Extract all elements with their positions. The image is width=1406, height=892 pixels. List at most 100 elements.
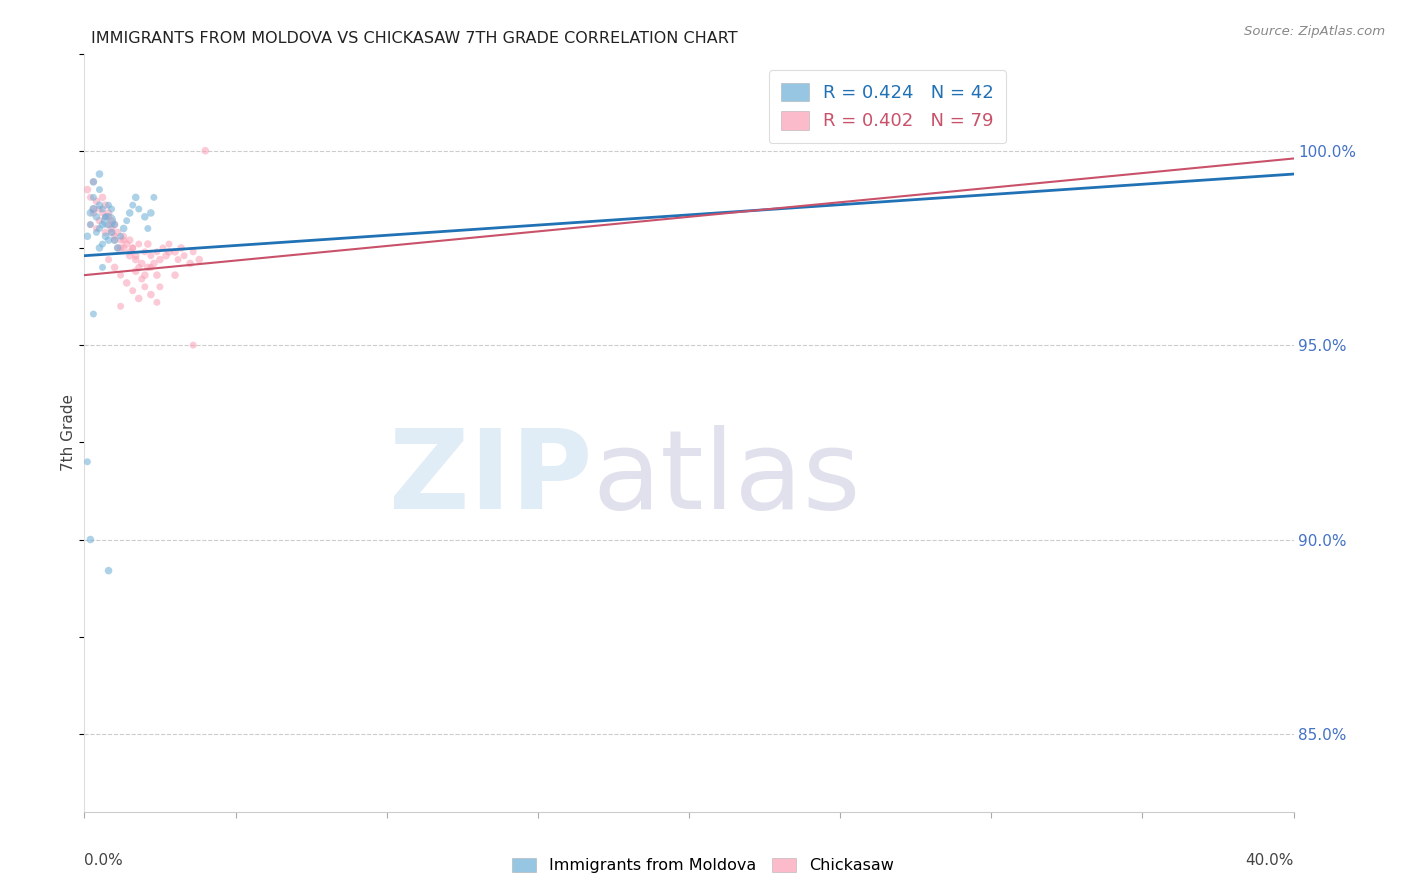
Point bbox=[125, 252, 148, 267]
Point bbox=[170, 241, 193, 255]
Point bbox=[157, 244, 180, 259]
Point bbox=[142, 190, 165, 204]
Point bbox=[82, 202, 104, 216]
Legend: Immigrants from Moldova, Chickasaw: Immigrants from Moldova, Chickasaw bbox=[506, 851, 900, 880]
Point bbox=[94, 226, 117, 240]
Point bbox=[110, 268, 132, 282]
Point bbox=[91, 202, 114, 216]
Point bbox=[86, 226, 108, 240]
Point bbox=[136, 237, 159, 252]
Point bbox=[107, 226, 129, 240]
Point bbox=[131, 256, 153, 270]
Point bbox=[89, 202, 111, 216]
Point bbox=[128, 202, 150, 216]
Point bbox=[165, 244, 187, 259]
Point bbox=[173, 249, 195, 263]
Point bbox=[134, 210, 156, 224]
Point bbox=[131, 272, 153, 286]
Point bbox=[136, 260, 159, 275]
Point bbox=[134, 268, 156, 282]
Point bbox=[139, 249, 162, 263]
Point bbox=[112, 241, 135, 255]
Point bbox=[115, 213, 138, 227]
Point bbox=[125, 264, 148, 278]
Point bbox=[97, 206, 120, 220]
Text: IMMIGRANTS FROM MOLDOVA VS CHICKASAW 7TH GRADE CORRELATION CHART: IMMIGRANTS FROM MOLDOVA VS CHICKASAW 7TH… bbox=[91, 31, 738, 46]
Point bbox=[82, 307, 104, 321]
Point bbox=[121, 241, 143, 255]
Point bbox=[97, 252, 120, 267]
Text: ZIP: ZIP bbox=[389, 425, 592, 532]
Point bbox=[149, 280, 172, 294]
Y-axis label: 7th Grade: 7th Grade bbox=[60, 394, 76, 471]
Point bbox=[100, 202, 122, 216]
Point bbox=[100, 226, 122, 240]
Point bbox=[146, 295, 169, 310]
Point bbox=[112, 221, 135, 235]
Point bbox=[165, 268, 187, 282]
Point bbox=[107, 241, 129, 255]
Text: atlas: atlas bbox=[592, 425, 860, 532]
Point bbox=[157, 237, 180, 252]
Point bbox=[139, 260, 162, 275]
Point bbox=[91, 206, 114, 220]
Point bbox=[86, 221, 108, 235]
Point bbox=[121, 198, 143, 212]
Point bbox=[104, 218, 127, 232]
Point bbox=[167, 252, 190, 267]
Text: Source: ZipAtlas.com: Source: ZipAtlas.com bbox=[1244, 25, 1385, 38]
Point bbox=[155, 249, 177, 263]
Point bbox=[139, 287, 162, 301]
Point bbox=[100, 221, 122, 235]
Point bbox=[146, 244, 169, 259]
Point bbox=[104, 233, 127, 247]
Point bbox=[82, 175, 104, 189]
Point bbox=[79, 190, 101, 204]
Point bbox=[110, 299, 132, 313]
Point bbox=[121, 284, 143, 298]
Point bbox=[139, 206, 162, 220]
Point bbox=[121, 241, 143, 255]
Point bbox=[89, 167, 111, 181]
Point bbox=[142, 256, 165, 270]
Point bbox=[149, 252, 172, 267]
Point bbox=[86, 210, 108, 224]
Point bbox=[104, 260, 127, 275]
Point bbox=[181, 338, 204, 352]
Point bbox=[110, 229, 132, 244]
Point bbox=[89, 213, 111, 227]
Point bbox=[97, 218, 120, 232]
Point bbox=[118, 244, 141, 259]
Point bbox=[82, 206, 104, 220]
Point bbox=[91, 260, 114, 275]
Point bbox=[112, 229, 135, 244]
Point bbox=[136, 221, 159, 235]
Point bbox=[76, 229, 98, 244]
Point bbox=[110, 233, 132, 247]
Text: 40.0%: 40.0% bbox=[1246, 854, 1294, 869]
Point bbox=[100, 226, 122, 240]
Point bbox=[91, 218, 114, 232]
Point bbox=[125, 190, 148, 204]
Point bbox=[82, 202, 104, 216]
Point bbox=[134, 280, 156, 294]
Point bbox=[118, 206, 141, 220]
Point bbox=[76, 183, 98, 197]
Point bbox=[118, 249, 141, 263]
Point bbox=[128, 260, 150, 275]
Point bbox=[86, 194, 108, 209]
Point bbox=[97, 198, 120, 212]
Point bbox=[79, 533, 101, 547]
Point bbox=[104, 218, 127, 232]
Point bbox=[97, 233, 120, 247]
Point bbox=[89, 183, 111, 197]
Point bbox=[91, 190, 114, 204]
Point bbox=[104, 233, 127, 247]
Point bbox=[104, 229, 127, 244]
Point bbox=[112, 233, 135, 247]
Point bbox=[194, 144, 217, 158]
Point bbox=[128, 237, 150, 252]
Point bbox=[91, 237, 114, 252]
Point bbox=[107, 241, 129, 255]
Point bbox=[79, 218, 101, 232]
